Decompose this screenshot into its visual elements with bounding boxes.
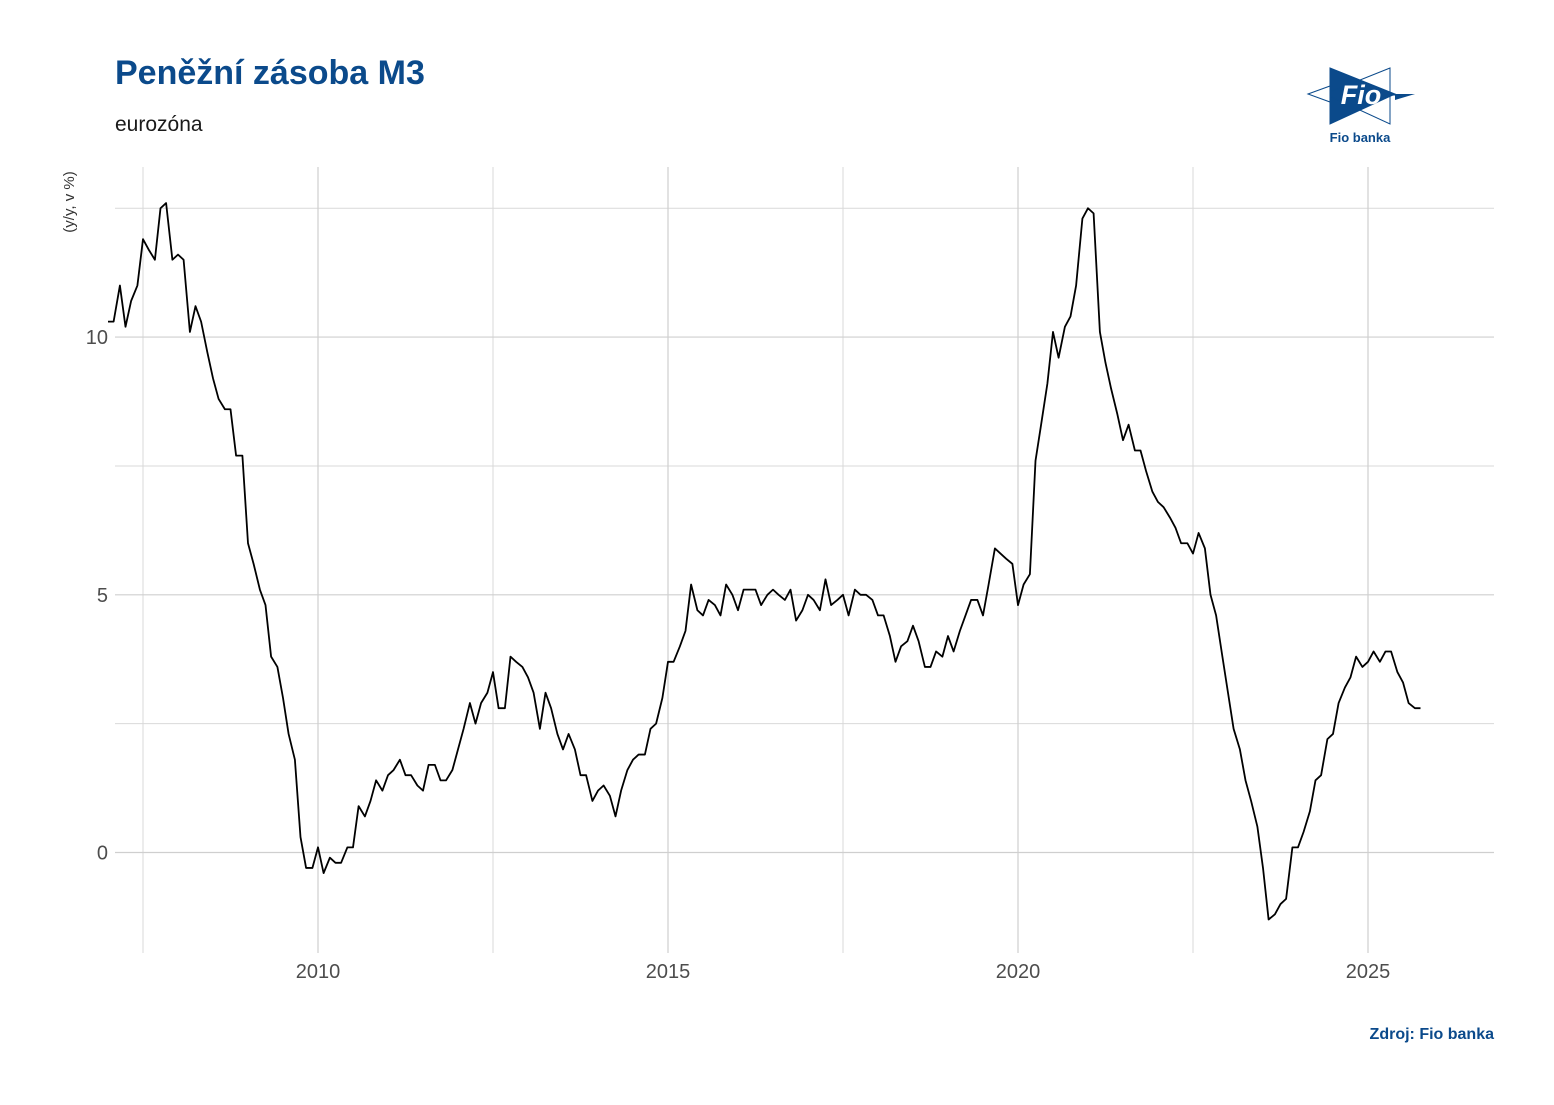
y-tick-label: 0 [97,842,108,864]
logo-caption: Fio banka [1330,130,1391,145]
x-axis-tick-labels: 2010 2015 2020 2025 [296,961,1391,983]
y-axis-label: (y/y, v %) [61,171,78,232]
major-gridlines [115,167,1494,953]
series-line-m3 [108,202,1421,921]
x-tick-label: 2025 [1346,961,1391,983]
series-group [108,202,1421,921]
y-tick-label: 10 [86,327,108,349]
y-tick-label: 5 [97,585,108,607]
x-tick-label: 2015 [646,961,691,983]
y-axis-tick-labels: 0 5 10 [86,327,108,864]
chart-subtitle: eurozóna [115,113,203,136]
minor-gridlines [115,167,1494,953]
chart-title: Peněžní zásoba M3 [115,54,425,92]
fio-banka-logo-icon: Fio Fio banka [1306,67,1415,145]
x-tick-label: 2020 [996,961,1041,983]
logo-mark-text: Fio [1341,80,1382,110]
source-note: Zdroj: Fio banka [1369,1026,1494,1043]
x-tick-label: 2010 [296,961,341,983]
